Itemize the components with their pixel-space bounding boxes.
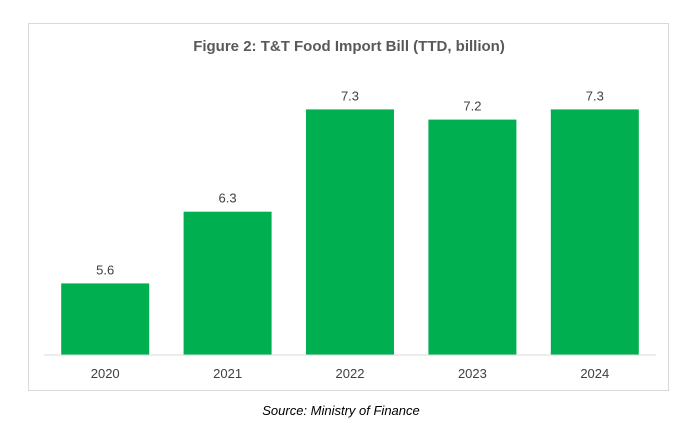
data-label-2020: 5.6 [96,262,114,277]
data-label-2022: 7.3 [341,88,359,103]
x-tick-label-2022: 2022 [336,366,365,381]
chart-frame: Figure 2: T&T Food Import Bill (TTD, bil… [28,23,669,391]
bar-2023 [428,119,517,355]
x-tick-label-2024: 2024 [580,366,609,381]
bar-2024 [550,109,639,356]
data-label-2023: 7.2 [463,99,481,114]
chart-title: Figure 2: T&T Food Import Bill (TTD, bil… [193,38,505,55]
x-tick-label-2023: 2023 [458,366,487,381]
source-note: Source: Ministry of Finance [262,403,420,418]
bar-chart: Figure 2: T&T Food Import Bill (TTD, bil… [44,38,656,381]
data-label-2024: 7.3 [586,88,604,103]
bar-2022 [306,109,394,356]
bar-2020 [61,283,150,355]
x-tick-label-2021: 2021 [213,366,242,381]
bar-2021 [183,211,272,355]
bars-group: 5.6 2020 6.3 2021 7.3 2022 7.2 2023 7.3 2024 [61,88,639,381]
x-tick-label-2020: 2020 [91,366,120,381]
data-label-2021: 6.3 [219,191,237,206]
